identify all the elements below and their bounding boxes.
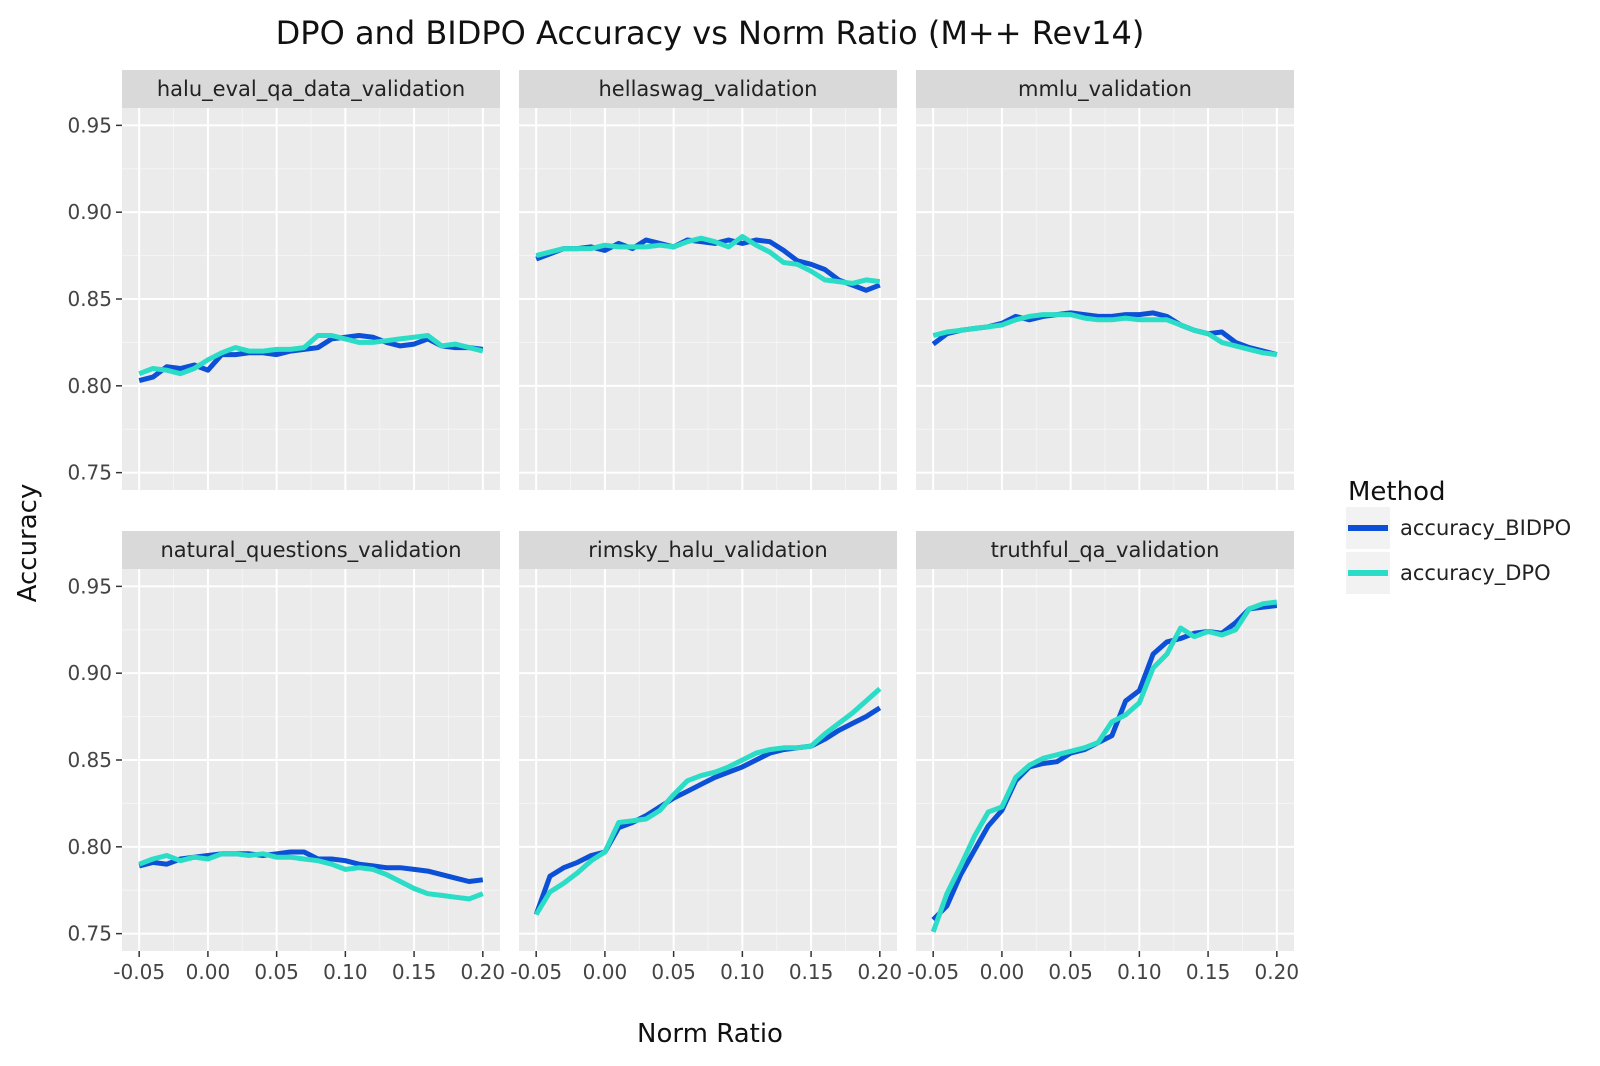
facet-panels: halu_eval_qa_data_validation 0.75 0.80 0.85… <box>67 70 1299 984</box>
y-tick-label: 0.90 <box>67 200 112 224</box>
x-tick-label: 0.20 <box>461 960 506 984</box>
x-axis-title: Norm Ratio <box>637 1019 783 1049</box>
x-tick-label: 0.20 <box>858 960 903 984</box>
x-tick-label: -0.05 <box>113 960 165 984</box>
y-tick-label: 0.85 <box>67 748 112 772</box>
series-line-accuracy_DPO <box>138 333 484 377</box>
facet-strip <box>519 531 897 569</box>
facet-strip-label: natural_questions_validation <box>160 538 461 563</box>
x-tick-label: 0.20 <box>1255 960 1300 984</box>
facet-strip <box>916 70 1294 108</box>
x-tick-label: -0.05 <box>907 960 959 984</box>
x-tick-label: 0.10 <box>720 960 765 984</box>
panel-rimsky_halu_validation: rimsky_halu_validation -0.05 0.00 0.05 0.10 0… <box>510 531 902 984</box>
x-tick-label: 0.15 <box>789 960 834 984</box>
panel-halu_eval_qa_data_validation: halu_eval_qa_data_validation 0.75 0.80 0.85… <box>67 70 500 490</box>
y-tick-label: 0.90 <box>67 661 112 685</box>
facet-strip-label: halu_eval_qa_data_validation <box>157 77 465 102</box>
series-line-accuracy_DPO <box>930 599 1278 933</box>
x-tick-label: -0.05 <box>510 960 562 984</box>
chart-title: DPO and BIDPO Accuracy vs Norm Ratio (M+… <box>276 14 1145 52</box>
y-tick-label: 0.75 <box>67 922 112 946</box>
facet-strip <box>519 70 897 108</box>
panel-mmlu_validation: mmlu_validation <box>916 70 1294 490</box>
panel-natural_questions_validation: natural_questions_validation 0.75 0.80 0.85… <box>67 531 505 984</box>
facet-strip-label: mmlu_validation <box>1018 77 1192 102</box>
series-line-accuracy_DPO <box>932 312 1278 358</box>
x-tick-label: 0.10 <box>1117 960 1162 984</box>
x-tick-label: 0.00 <box>186 960 231 984</box>
x-tick-label: 0.05 <box>1048 960 1093 984</box>
facet-strip <box>122 70 500 108</box>
x-tick-label: 0.00 <box>980 960 1025 984</box>
y-tick-label: 0.85 <box>67 287 112 311</box>
facet-strip-label: hellaswag_validation <box>599 77 818 102</box>
x-tick-label: 0.05 <box>651 960 696 984</box>
series-line-accuracy_DPO <box>534 686 882 916</box>
facet-strip-label: rimsky_halu_validation <box>588 538 827 563</box>
y-tick-label: 0.95 <box>67 574 112 598</box>
facet-strip-label: truthful_qa_validation <box>991 538 1220 563</box>
y-tick-label: 0.80 <box>67 835 112 859</box>
x-tick-label: 0.05 <box>254 960 299 984</box>
legend: Method accuracy_BIDPO accuracy_DPO <box>1346 477 1571 594</box>
x-tick-label: 0.10 <box>323 960 368 984</box>
series-line-accuracy_DPO <box>535 234 881 286</box>
x-tick-label: 0.15 <box>392 960 437 984</box>
x-tick-label: 0.00 <box>583 960 628 984</box>
legend-label-accuracy_DPO: accuracy_DPO <box>1400 561 1551 586</box>
y-tick-label: 0.95 <box>67 113 112 137</box>
legend-label-accuracy_BIDPO: accuracy_BIDPO <box>1400 516 1571 541</box>
facet-strip <box>122 531 500 569</box>
panel-truthful_qa_validation: truthful_qa_validation -0.05 0.00 0.05 0.10 0… <box>907 531 1299 984</box>
facet-strip <box>916 531 1294 569</box>
legend-title: Method <box>1348 477 1446 507</box>
panel-hellaswag_validation: hellaswag_validation <box>519 70 897 490</box>
y-axis-title: Accuracy <box>13 484 43 603</box>
series-line-accuracy_DPO <box>138 851 484 902</box>
series-line-accuracy_BIDPO <box>533 705 882 916</box>
x-tick-label: 0.15 <box>1186 960 1231 984</box>
y-tick-label: 0.75 <box>67 461 112 485</box>
y-tick-label: 0.80 <box>67 374 112 398</box>
